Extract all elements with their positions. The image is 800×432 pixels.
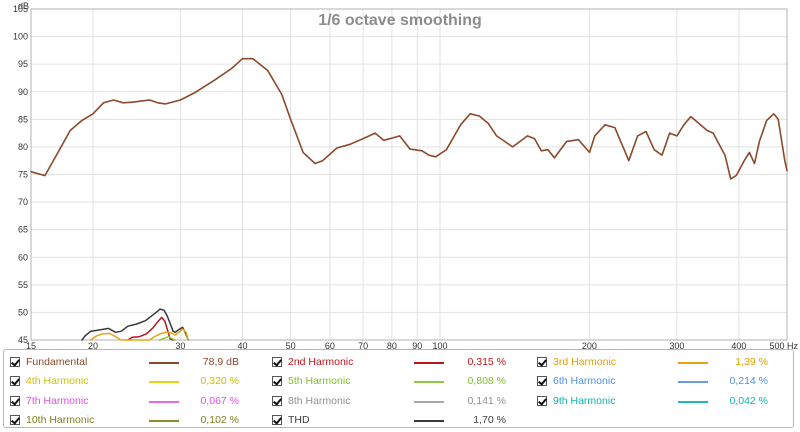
y-axis-ticks: 45 50 55 60 65 70 75 80 85 90 95 100 105 xyxy=(13,4,28,345)
legend-item-7th-harmonic: 7th Harmonic 0,067 % xyxy=(10,392,260,411)
legend-value: 0,320 % xyxy=(200,375,239,388)
legend-value: 0,141 % xyxy=(467,394,506,407)
x-tick-label: 200 xyxy=(582,341,597,350)
legend-value: 1,70 % xyxy=(473,413,506,426)
legend-value: 0,315 % xyxy=(467,356,506,368)
legend-value: 78,9 dB xyxy=(202,356,239,368)
series-line-3rd-harmonic xyxy=(90,328,189,341)
series-line-fundamental xyxy=(30,57,788,180)
legend-swatch xyxy=(149,362,179,364)
legend-swatch xyxy=(149,400,179,403)
legend-checkbox-thd[interactable] xyxy=(272,414,282,425)
legend-item-8th-harmonic: 8th Harmonic 0,141 % xyxy=(272,392,522,411)
y-tick-label: 55 xyxy=(18,280,28,290)
legend-swatch xyxy=(678,381,708,384)
legend-panel: Fundamental 78,9 dB 2nd Harmonic 0,315 % 3rd… xyxy=(3,349,794,428)
legend-swatch xyxy=(414,400,444,403)
y-tick-label: 95 xyxy=(18,59,28,69)
legend-value: 0,042 % xyxy=(729,394,768,407)
legend-label: 3rd Harmonic xyxy=(553,356,617,368)
x-tick-label: 500 Hz xyxy=(769,341,798,350)
series-lines xyxy=(30,57,788,341)
x-axis-ticks: 15 20 30 40 50 60 70 80 90 100 200 300 400 500 Hz xyxy=(26,341,798,350)
legend-item-9th-harmonic: 9th Harmonic 0,042 % xyxy=(537,392,787,411)
legend-checkbox-10th-harmonic[interactable] xyxy=(10,414,20,425)
legend-swatch xyxy=(678,362,708,364)
legend-item-thd: THD 1,70 % xyxy=(272,411,522,430)
legend-value: 0,808 % xyxy=(467,375,506,388)
series-line-5th-harmonic xyxy=(158,335,177,341)
x-tick-label: 15 xyxy=(26,341,36,350)
legend-checkbox-fundamental[interactable] xyxy=(10,357,20,367)
x-tick-label: 300 xyxy=(669,341,684,350)
legend-label: 5th Harmonic xyxy=(288,375,351,388)
x-tick-label: 50 xyxy=(286,341,296,350)
legend-label: 2nd Harmonic xyxy=(288,356,354,368)
x-tick-label: 70 xyxy=(358,341,368,350)
legend-item-10th-harmonic: 10th Harmonic 0,102 % xyxy=(10,411,260,430)
legend-item-4th-harmonic: 4th Harmonic 0,320 % xyxy=(10,372,260,391)
x-tick-label: 20 xyxy=(88,341,98,350)
chart-canvas: 45 50 55 60 65 70 75 80 85 90 95 100 105 15 20 30 40 50 6… xyxy=(13,1,799,350)
legend-checkbox-2nd-harmonic[interactable] xyxy=(272,357,282,367)
legend-checkbox-3rd-harmonic[interactable] xyxy=(537,357,547,367)
legend-swatch xyxy=(414,362,444,364)
legend-item-5th-harmonic: 5th Harmonic 0,808 % xyxy=(272,372,522,391)
legend-checkbox-7th-harmonic[interactable] xyxy=(10,395,20,406)
legend-checkbox-8th-harmonic[interactable] xyxy=(272,395,282,406)
legend-value: 0,067 % xyxy=(200,394,239,407)
legend-label: 10th Harmonic xyxy=(26,413,95,426)
legend-label: 7th Harmonic xyxy=(26,394,89,407)
legend-item-fundamental: Fundamental 78,9 dB xyxy=(10,353,260,372)
legend-swatch xyxy=(149,419,179,422)
y-tick-label: 50 xyxy=(18,307,28,317)
y-tick-label: 90 xyxy=(18,87,28,97)
y-tick-label: 105 xyxy=(13,4,28,14)
x-tick-label: 90 xyxy=(412,341,422,350)
y-tick-label: 70 xyxy=(18,197,28,207)
legend-item-6th-harmonic: 6th Harmonic 0,214 % xyxy=(537,372,787,391)
plot-border xyxy=(30,8,788,341)
y-tick-label: 100 xyxy=(13,32,28,42)
legend-checkbox-5th-harmonic[interactable] xyxy=(272,376,282,387)
legend-checkbox-9th-harmonic[interactable] xyxy=(537,395,547,406)
y-axis-unit: dB xyxy=(18,1,29,11)
y-tick-label: 65 xyxy=(18,225,28,235)
legend-swatch xyxy=(149,381,179,384)
y-tick-label: 80 xyxy=(18,142,28,152)
legend-label: 6th Harmonic xyxy=(553,375,616,388)
y-tick-label: 75 xyxy=(18,170,28,180)
series-line-2nd-harmonic xyxy=(127,316,174,341)
series-line-thd xyxy=(81,308,189,341)
legend-label: THD xyxy=(288,413,310,426)
legend-label: 9th Harmonic xyxy=(553,394,616,407)
y-tick-label: 85 xyxy=(18,114,28,124)
x-tick-label: 100 xyxy=(432,341,447,350)
legend-value: 0,214 % xyxy=(729,375,768,388)
legend-swatch xyxy=(414,419,444,422)
legend-label: Fundamental xyxy=(26,356,88,368)
legend-swatch xyxy=(414,381,444,384)
legend-value: 1,39 % xyxy=(735,356,768,368)
x-tick-label: 30 xyxy=(175,341,185,350)
legend-swatch xyxy=(678,400,708,403)
legend-value: 0,102 % xyxy=(200,413,239,426)
legend-item-3rd-harmonic: 3rd Harmonic 1,39 % xyxy=(537,353,787,372)
x-tick-label: 60 xyxy=(325,341,335,350)
legend-label: 4th Harmonic xyxy=(26,375,89,388)
chart-title: 1/6 octave smoothing xyxy=(318,12,482,29)
legend-item-2nd-harmonic: 2nd Harmonic 0,315 % xyxy=(272,353,522,372)
legend-label: 8th Harmonic xyxy=(288,394,351,407)
y-tick-label: 45 xyxy=(18,335,28,345)
x-tick-label: 80 xyxy=(387,341,397,350)
x-tick-label: 40 xyxy=(237,341,247,350)
legend-checkbox-6th-harmonic[interactable] xyxy=(537,376,547,387)
grid-lines xyxy=(30,8,788,341)
y-tick-label: 60 xyxy=(18,252,28,262)
legend-checkbox-4th-harmonic[interactable] xyxy=(10,376,20,387)
x-tick-label: 400 xyxy=(731,341,746,350)
